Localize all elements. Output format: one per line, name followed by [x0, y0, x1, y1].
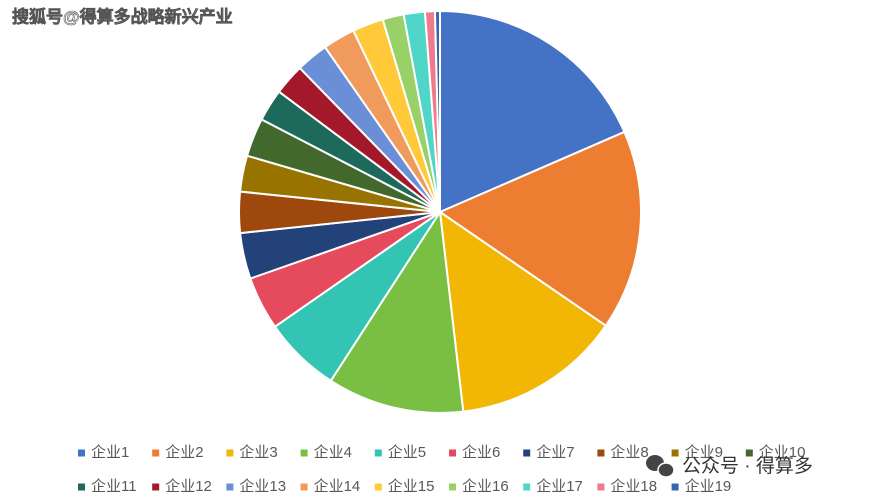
legend-swatch: [226, 449, 234, 457]
legend-swatch: [374, 483, 382, 491]
pie-slice: [437, 130, 642, 328]
legend-label: 企业13: [239, 477, 286, 495]
legend-swatch: [745, 449, 753, 457]
legend-swatch: [523, 483, 531, 491]
legend-swatch: [374, 449, 382, 457]
legend-swatch: [523, 449, 531, 457]
legend-label: 企业11: [91, 477, 137, 495]
legend-label: 企业17: [536, 477, 583, 495]
legend-label: 企业1: [91, 443, 129, 461]
legend-swatch: [300, 449, 308, 457]
legend-swatch: [226, 483, 234, 491]
legend-label: 企业5: [388, 443, 426, 461]
legend-swatch: [449, 449, 456, 457]
legend-swatch: [671, 449, 679, 457]
legend-swatch: [78, 449, 85, 457]
pie-slice: [329, 209, 465, 414]
legend-label: 企业14: [314, 477, 361, 495]
legend-label: 企业19: [685, 477, 732, 495]
legend-swatch: [671, 483, 679, 491]
legend-label: 企业8: [610, 443, 648, 461]
legend-swatch: [300, 483, 308, 491]
legend-label: 企业15: [388, 477, 435, 495]
legend-label: 企业6: [462, 443, 500, 461]
legend-label: 企业4: [314, 443, 352, 461]
legend-label: 企业3: [239, 443, 277, 461]
legend-swatch: [597, 449, 605, 457]
legend-label: 企业9: [685, 443, 723, 461]
legend-label: 企业7: [536, 443, 574, 461]
legend-swatch: [597, 483, 605, 491]
legend-swatch: [152, 449, 160, 457]
legend-label: 企业10: [759, 443, 806, 461]
wechat-icon: [646, 455, 675, 478]
legend-label: 企业18: [610, 477, 657, 495]
legend-label: 企业2: [165, 443, 203, 461]
legend-label: 企业16: [462, 477, 509, 495]
watermark: 搜狐号@得算多战略新兴产业: [12, 6, 233, 26]
legend-swatch: [152, 483, 160, 491]
legend-swatch: [78, 483, 85, 491]
pie-slice: [433, 9, 441, 213]
pie-slice: [439, 9, 626, 214]
legend-label: 企业12: [165, 477, 212, 495]
legend-swatch: [449, 483, 456, 491]
watermark: 公众号 · 得算多: [682, 455, 813, 477]
pie-slice: [438, 209, 608, 413]
